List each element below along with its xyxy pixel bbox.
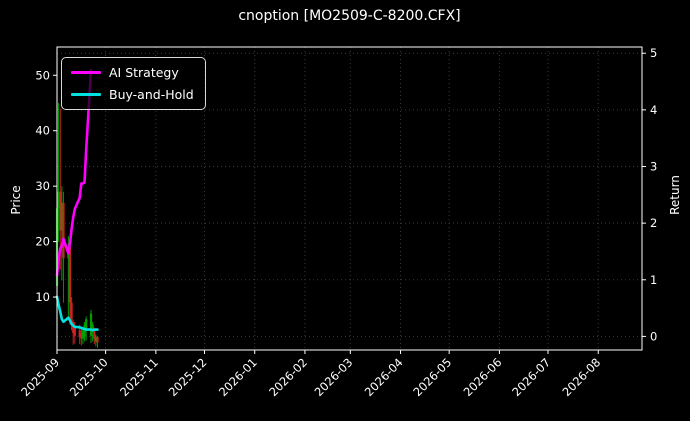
- left-tick-label: 40: [35, 124, 50, 138]
- x-tick-label: 2026-05: [410, 355, 454, 399]
- series-line-ai-strategy: [55, 68, 93, 277]
- candle-body-up: [91, 324, 94, 331]
- x-tick-label: 2026-03: [312, 355, 356, 399]
- chart-title: cnoption [MO2509-C-8200.CFX]: [238, 8, 461, 24]
- x-tick-label: 2026-08: [559, 355, 603, 399]
- legend: AI Strategy Buy-and-Hold: [61, 57, 206, 110]
- x-tick-label: 2026-06: [461, 355, 505, 399]
- candle-body-up: [57, 191, 60, 209]
- legend-item-buy-and-hold: Buy-and-Hold: [71, 87, 194, 102]
- candle-body-down: [68, 247, 72, 303]
- right-tick-label: 1: [650, 273, 657, 287]
- candle-body-up: [60, 202, 63, 231]
- right-tick-label: 3: [650, 160, 657, 174]
- x-tick-label: 2025-10: [67, 355, 111, 399]
- candle-body-down: [73, 327, 76, 336]
- right-tick-label: 0: [650, 329, 657, 343]
- x-tick-label: 2026-04: [362, 355, 406, 399]
- x-tick-label: 2026-02: [266, 355, 310, 399]
- x-tick-label: 2026-07: [509, 355, 553, 399]
- candle-body-down: [93, 330, 96, 339]
- x-tick-label: 2025-11: [117, 355, 161, 399]
- left-axis-label: Price: [9, 185, 23, 215]
- candle-body-down: [78, 330, 81, 337]
- left-tick-label: 30: [35, 179, 50, 193]
- legend-label-buy-and-hold: Buy-and-Hold: [109, 87, 194, 102]
- left-tick-label: 20: [35, 235, 50, 249]
- right-tick-label: 5: [650, 46, 657, 60]
- left-tick-label: 50: [35, 68, 50, 82]
- candle-body-down: [80, 333, 83, 339]
- candle-body-down: [72, 322, 75, 334]
- candle-body-up: [85, 319, 88, 331]
- x-tick-label: 2026-01: [216, 355, 260, 399]
- right-tick-label: 4: [650, 103, 657, 117]
- x-tick-label: 2025-12: [166, 355, 210, 399]
- plot-border: [56, 46, 643, 351]
- candle-body-up: [89, 313, 93, 336]
- candle-body-down: [70, 302, 73, 325]
- legend-item-ai-strategy: AI Strategy: [71, 65, 194, 80]
- right-tick-label: 2: [650, 216, 657, 230]
- ai-strategy-line-swatch: [71, 71, 101, 74]
- candle-body-up: [94, 336, 97, 342]
- right-axis-label: Return: [668, 175, 682, 215]
- candle-body-down: [96, 336, 99, 343]
- series-line-buy-and-hold: [55, 295, 99, 332]
- candle-body-up: [81, 330, 85, 339]
- candle-body-down: [62, 202, 65, 259]
- legend-label-ai-strategy: AI Strategy: [109, 65, 179, 80]
- candle-body-down: [59, 191, 62, 231]
- x-tick-label: 2025-09: [18, 355, 62, 399]
- buy-and-hold-line-swatch: [71, 93, 101, 96]
- left-tick-label: 10: [35, 290, 50, 304]
